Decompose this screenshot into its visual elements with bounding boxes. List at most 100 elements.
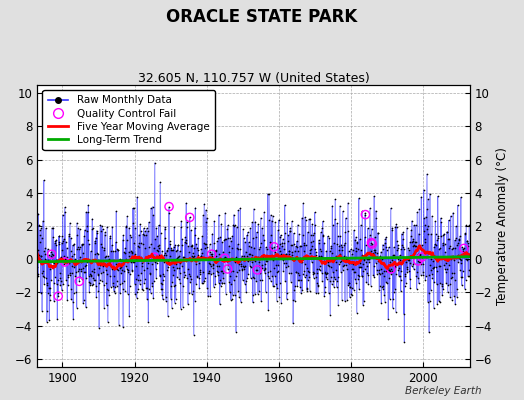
Point: [442, 269, 450, 275]
Point: [61, 259, 69, 265]
Point: [359, 302, 367, 308]
Point: [319, 233, 328, 239]
Point: [124, 268, 132, 275]
Point: [154, 257, 162, 264]
Point: [416, 250, 424, 257]
Point: [133, 295, 141, 301]
Point: [108, 283, 117, 290]
Point: [69, 290, 78, 296]
Point: [214, 235, 223, 241]
Point: [62, 244, 71, 251]
Point: [297, 276, 305, 283]
Point: [185, 254, 194, 261]
Point: [152, 274, 160, 281]
Point: [174, 242, 182, 248]
Point: [260, 261, 269, 267]
Point: [46, 292, 54, 299]
Point: [444, 282, 452, 288]
Point: [121, 245, 129, 251]
Point: [309, 269, 318, 275]
Point: [178, 242, 186, 248]
Point: [438, 281, 446, 288]
Point: [42, 225, 50, 232]
Point: [439, 232, 447, 238]
Point: [188, 291, 196, 297]
Point: [383, 280, 391, 286]
Point: [278, 239, 287, 246]
Point: [307, 239, 315, 245]
Point: [57, 287, 66, 294]
Point: [281, 260, 290, 266]
Point: [203, 284, 211, 291]
Point: [54, 293, 62, 299]
Point: [211, 248, 219, 254]
Point: [110, 272, 118, 279]
Point: [307, 246, 315, 252]
Point: [211, 248, 220, 254]
Point: [214, 272, 222, 278]
Point: [394, 256, 402, 262]
Point: [299, 242, 308, 249]
Point: [351, 236, 359, 243]
Point: [131, 225, 139, 231]
Point: [296, 243, 304, 250]
Point: [445, 262, 454, 268]
Point: [63, 274, 72, 280]
Point: [396, 257, 405, 264]
Point: [214, 280, 223, 286]
Point: [364, 272, 373, 278]
Point: [182, 200, 190, 206]
Point: [165, 204, 173, 210]
Point: [277, 243, 286, 249]
Point: [139, 240, 147, 247]
Point: [252, 278, 260, 284]
Point: [435, 246, 443, 252]
Point: [315, 237, 323, 243]
Point: [64, 260, 72, 266]
Point: [94, 272, 102, 278]
Point: [131, 291, 139, 298]
Point: [161, 224, 169, 230]
Point: [303, 286, 311, 292]
Point: [60, 204, 69, 210]
Point: [156, 272, 164, 278]
Point: [107, 263, 116, 270]
Point: [114, 247, 123, 254]
Point: [379, 241, 387, 248]
Point: [114, 261, 123, 267]
Point: [316, 246, 324, 252]
Point: [203, 215, 211, 221]
Point: [74, 268, 83, 274]
Point: [270, 272, 279, 279]
Point: [459, 246, 467, 252]
Point: [99, 226, 107, 232]
Point: [156, 179, 165, 185]
Point: [173, 246, 182, 253]
Point: [46, 284, 54, 291]
Point: [407, 253, 415, 259]
Point: [108, 264, 117, 270]
Point: [267, 278, 275, 284]
Point: [253, 253, 261, 260]
Point: [91, 277, 99, 283]
Point: [328, 202, 336, 209]
Point: [308, 243, 316, 250]
Point: [394, 245, 402, 252]
Point: [285, 270, 293, 276]
Point: [139, 225, 148, 232]
Point: [200, 278, 209, 284]
Point: [157, 230, 165, 236]
Point: [432, 264, 440, 270]
Point: [99, 263, 107, 269]
Point: [95, 277, 104, 283]
Point: [236, 205, 244, 211]
Point: [342, 215, 350, 221]
Point: [409, 243, 417, 249]
Point: [33, 264, 41, 270]
Point: [346, 246, 355, 252]
Point: [172, 261, 180, 268]
Point: [290, 247, 299, 254]
Point: [151, 236, 159, 242]
Point: [81, 269, 90, 275]
Point: [320, 289, 329, 296]
